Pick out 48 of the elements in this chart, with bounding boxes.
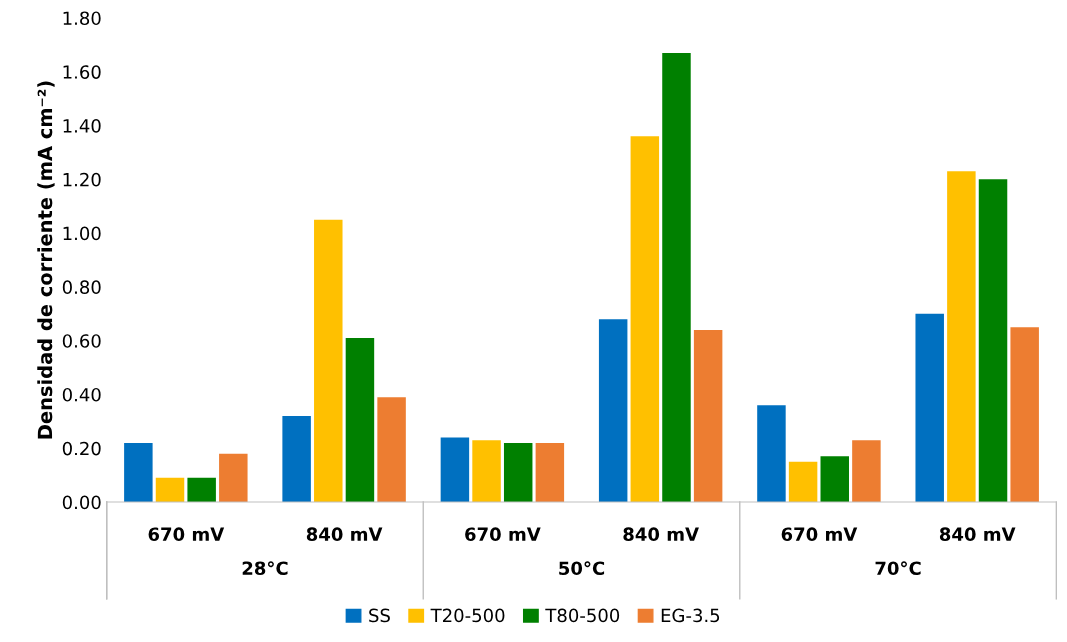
legend-label: T20-500: [430, 608, 505, 623]
y-tick-label: 1.00: [63, 226, 101, 241]
y-tick-label: 1.80: [63, 11, 101, 26]
bar: [345, 338, 375, 503]
bar: [472, 440, 501, 503]
bar: [978, 179, 1008, 503]
bar: [757, 405, 786, 503]
bar: [440, 437, 470, 503]
x-tick-label: 670 mV: [148, 527, 225, 542]
y-tick-label: 0.20: [62, 441, 101, 456]
bar: [788, 461, 818, 503]
x-tick-label: 670 mV: [465, 527, 541, 542]
bar: [503, 442, 533, 503]
bar: [693, 329, 723, 503]
x-tick-label: 840 mV: [623, 527, 699, 542]
bar: [219, 453, 248, 503]
bar: [535, 442, 565, 503]
y-axis-title: Densidad de corriente (mA cm⁻²): [37, 81, 55, 439]
bar: [598, 319, 628, 503]
text: 28°C: [242, 561, 288, 576]
bar: [915, 313, 944, 503]
legend-label: EG-3.5: [661, 608, 720, 623]
y-tick-label: 0.40: [62, 387, 101, 402]
text: 50°C: [559, 561, 605, 576]
x-tick-label: 840 mV: [939, 527, 1016, 542]
y-tick-label: 0.00: [62, 495, 101, 510]
bar: [155, 477, 185, 503]
y-tick-label: 0.80: [62, 280, 101, 295]
bar: [1010, 327, 1039, 503]
bar: [124, 442, 153, 503]
bar: [630, 136, 660, 503]
bar: [662, 52, 691, 503]
x-tick-label: 840 mV: [306, 527, 383, 542]
bar: [314, 219, 343, 503]
bar: [852, 440, 881, 503]
legend-label: T80-500: [545, 608, 620, 623]
bar: [377, 397, 406, 503]
legend-label: SS: [369, 608, 390, 623]
y-tick-label: 1.40: [63, 119, 101, 133]
y-tick-label: 0.60: [62, 334, 101, 348]
x-tick-label: 670 mV: [781, 527, 858, 542]
bar: [187, 477, 216, 503]
bar: [947, 171, 976, 503]
y-tick-label: 1.60: [63, 65, 101, 79]
y-tick-label: 1.20: [63, 172, 101, 187]
text: 70°C: [875, 561, 921, 576]
bar: [282, 415, 311, 503]
bar: [820, 456, 849, 503]
